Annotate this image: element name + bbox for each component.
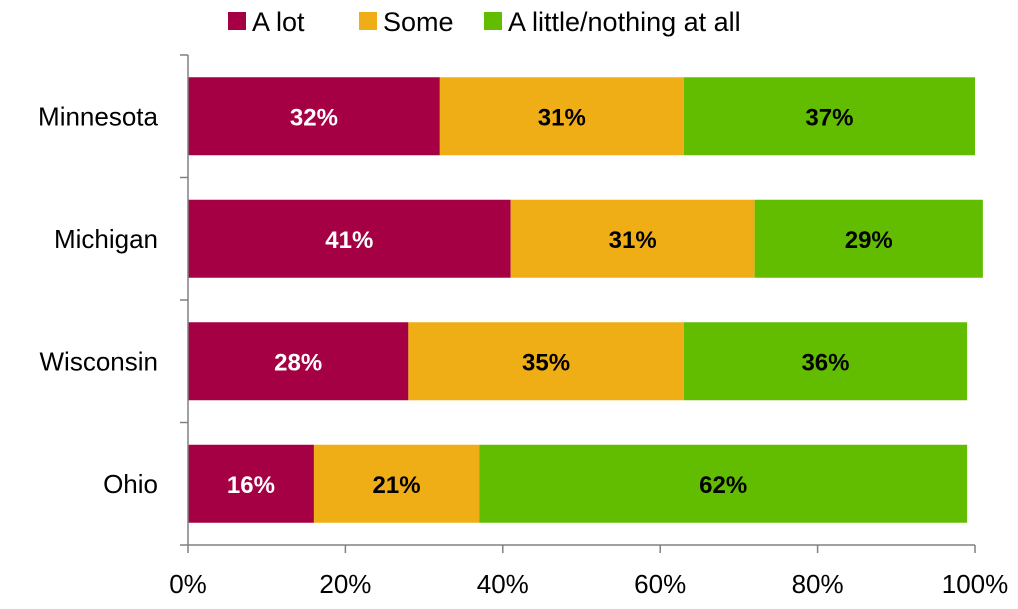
category-label-wisconsin: Wisconsin <box>40 346 158 376</box>
data-label-minnesota-a-lot: 32% <box>290 104 338 131</box>
data-label-wisconsin-some: 35% <box>522 349 570 376</box>
bar-segment-wisconsin-some <box>408 322 684 401</box>
x-tick-label: 40% <box>477 569 529 599</box>
bar-row-minnesota: Minnesota 32% 31% 37% <box>38 77 975 156</box>
legend-item-a-lot: A lot <box>228 7 305 37</box>
legend-item-a-little-nothing-at-all: A little/nothing at all <box>484 7 741 37</box>
x-tick-label: 80% <box>792 569 844 599</box>
bar-segment-minnesota-a-lot <box>188 77 440 156</box>
x-tick-label: 20% <box>319 569 371 599</box>
data-label-michigan-a-little-nothing-at-all: 29% <box>845 227 893 254</box>
x-tick-label: 60% <box>634 569 686 599</box>
legend: A lot Some A little/nothing at all <box>228 7 741 37</box>
bar-segment-wisconsin-a-lot <box>188 322 409 401</box>
bar-segment-ohio-a-little-nothing-at-all <box>479 444 968 523</box>
legend-swatch-a-little-nothing-at-all <box>484 12 502 30</box>
legend-swatch-some <box>359 12 377 30</box>
data-label-ohio-a-little-nothing-at-all: 62% <box>699 472 747 499</box>
data-label-ohio-a-lot: 16% <box>227 472 275 499</box>
category-label-ohio: Ohio <box>103 469 158 499</box>
bar-segment-michigan-a-little-nothing-at-all <box>754 199 983 278</box>
bar-segment-michigan-a-lot <box>188 199 511 278</box>
bar-row-ohio: Ohio 16% 21% 62% <box>103 444 968 523</box>
legend-label-a-lot: A lot <box>252 7 305 37</box>
data-label-wisconsin-a-little-nothing-at-all: 36% <box>801 349 849 376</box>
bar-segment-michigan-some <box>510 199 755 278</box>
bar-segment-wisconsin-a-little-nothing-at-all <box>683 322 968 401</box>
bar-segment-minnesota-a-little-nothing-at-all <box>683 77 975 156</box>
bar-segment-ohio-a-lot <box>188 444 314 523</box>
axes-group: 0% 20% 40% 60% 80% 100% <box>169 54 1009 599</box>
data-label-michigan-some: 31% <box>609 227 657 254</box>
data-label-michigan-a-lot: 41% <box>325 227 373 254</box>
data-label-ohio-some: 21% <box>373 472 421 499</box>
bar-segment-ohio-some <box>313 444 480 523</box>
legend-label-some: Some <box>383 7 454 37</box>
data-label-wisconsin-a-lot: 28% <box>274 349 322 376</box>
legend-swatch-a-lot <box>228 12 246 30</box>
bars-group: Minnesota 32% 31% 37% Michigan 41% 31% 29% Wisco… <box>38 77 983 523</box>
bar-row-wisconsin: Wisconsin 28% 35% 36% <box>40 322 968 401</box>
legend-label-a-little-nothing-at-all: A little/nothing at all <box>508 7 741 37</box>
category-label-minnesota: Minnesota <box>38 101 158 131</box>
x-tick-label: 100% <box>942 569 1009 599</box>
x-tick-label: 0% <box>169 569 207 599</box>
bar-row-michigan: Michigan 41% 31% 29% <box>54 199 983 278</box>
bar-segment-minnesota-some <box>439 77 684 156</box>
category-label-michigan: Michigan <box>54 224 158 254</box>
data-label-minnesota-some: 31% <box>538 104 586 131</box>
data-label-minnesota-a-little-nothing-at-all: 37% <box>805 104 853 131</box>
legend-item-some: Some <box>359 7 454 37</box>
